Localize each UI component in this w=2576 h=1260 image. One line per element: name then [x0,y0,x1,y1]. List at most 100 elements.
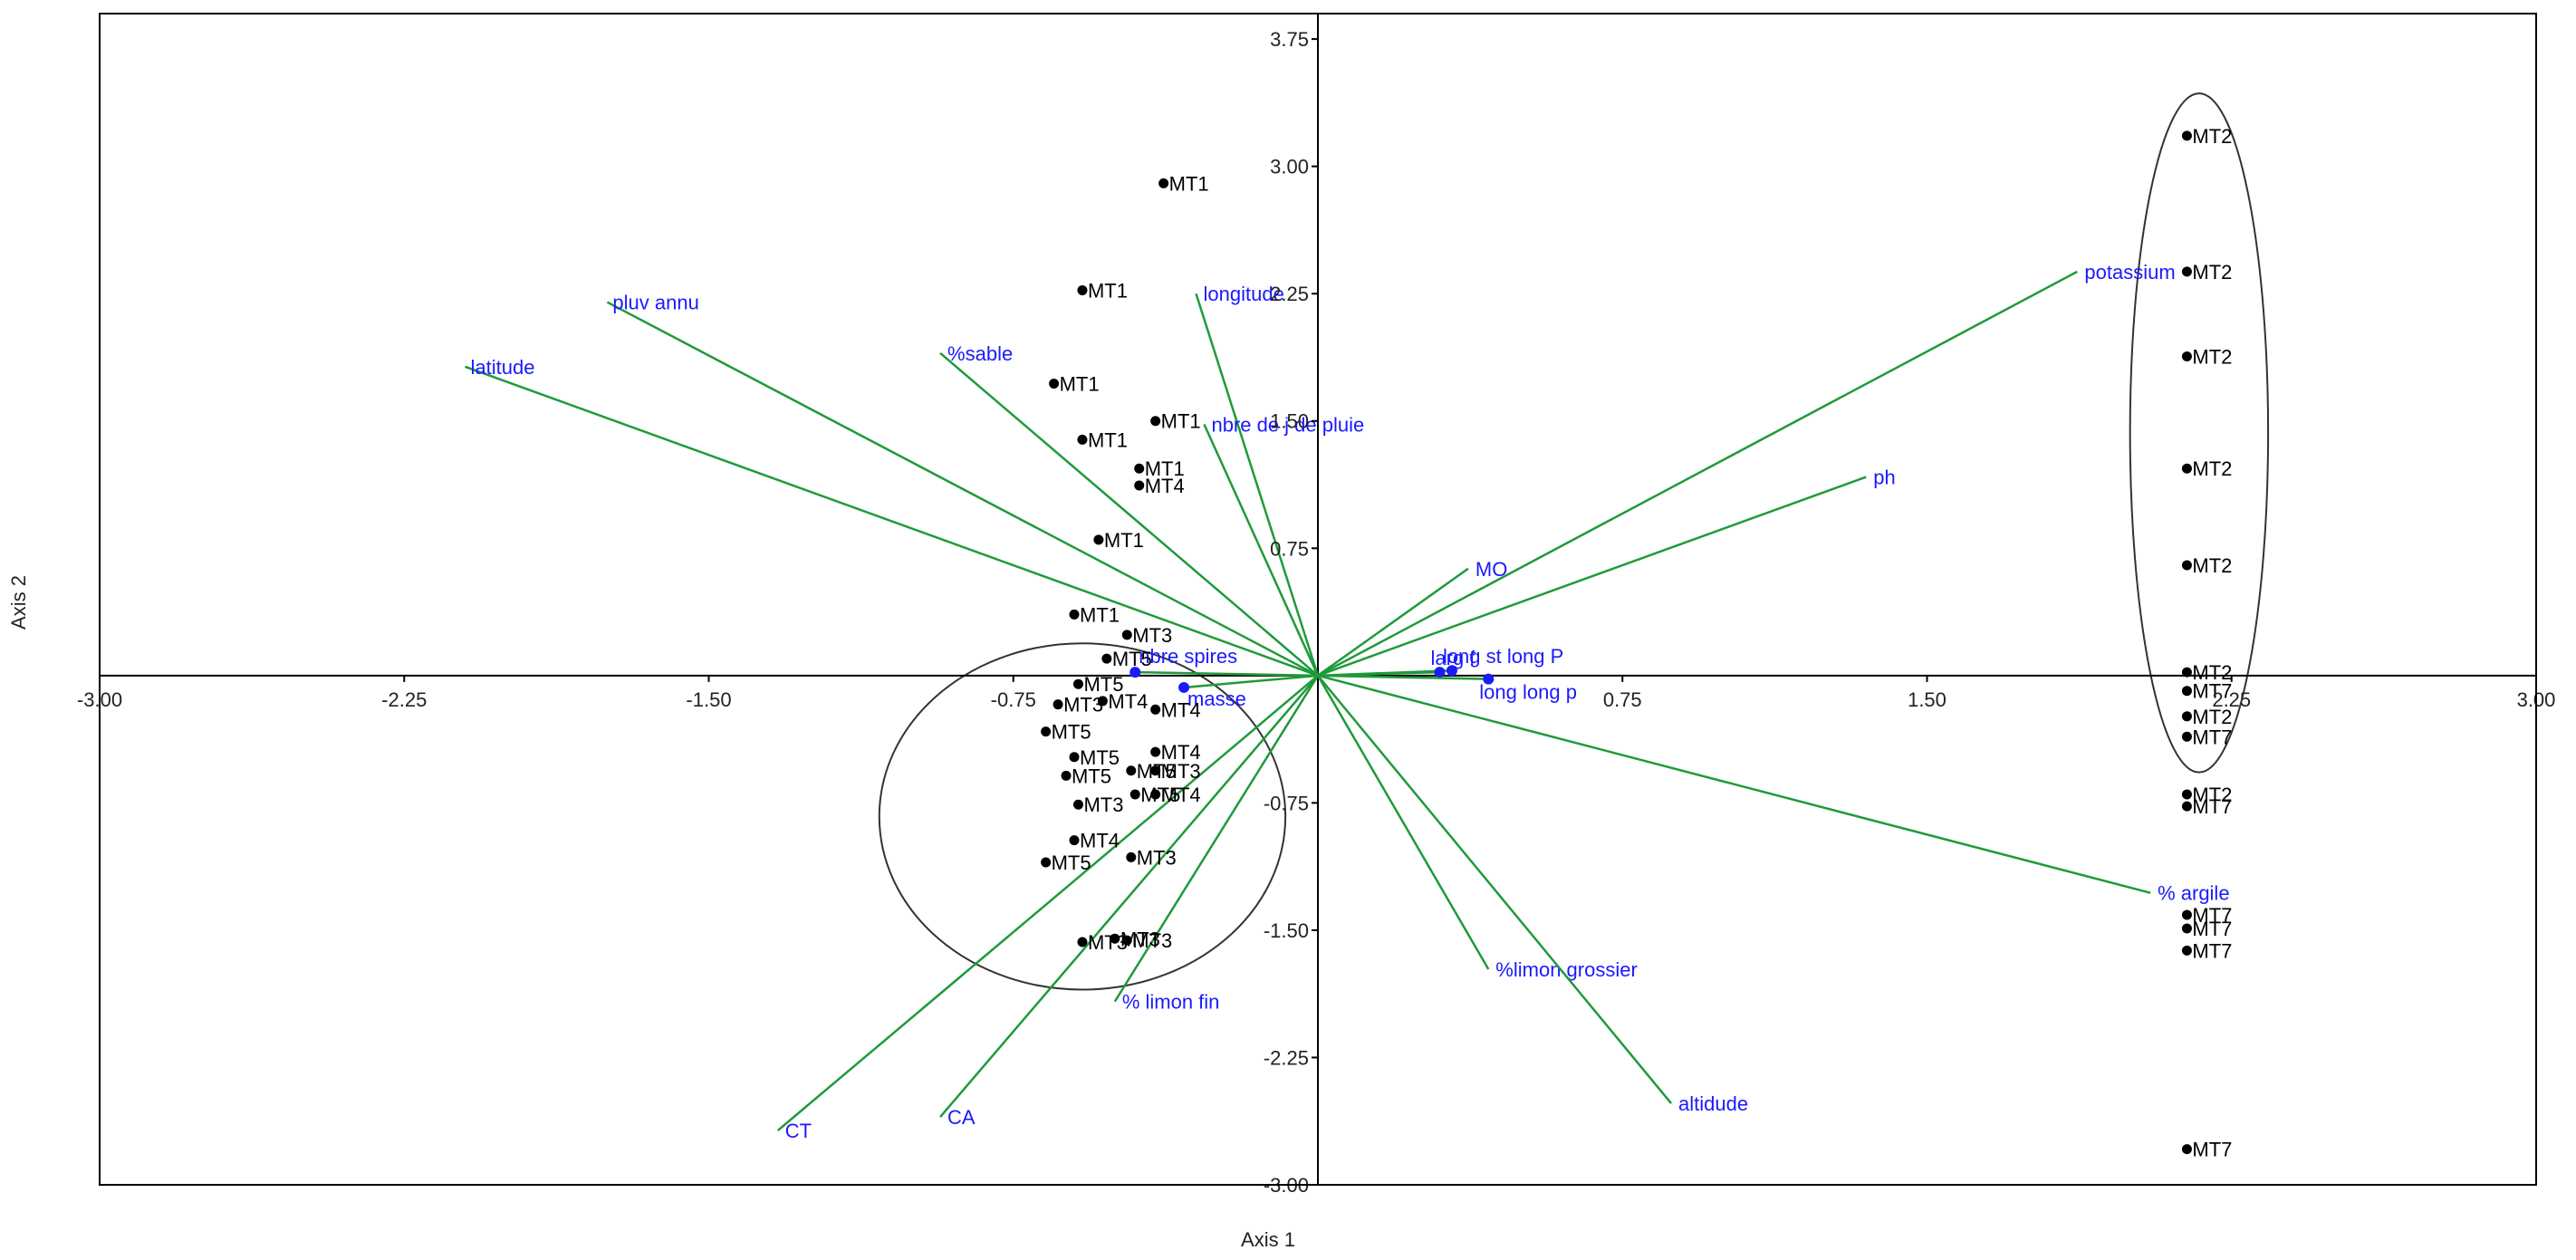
site-point [2181,1144,2192,1155]
site-point [2181,686,2192,697]
site-point [1041,857,1052,868]
cluster-ellipse [2129,92,2270,774]
site-point-label: MT4 [1108,690,1148,713]
site-point-label: MT5 [1052,721,1091,744]
y-axis-title: Axis 2 [7,575,30,630]
site-point [1077,284,1088,295]
cluster-ellipse [878,642,1287,991]
x-tick-label: 2.25 [2212,688,2251,711]
vector-label: pluv annu [612,292,698,314]
site-point [2181,789,2192,800]
vectors-layer: pluv annu latitude %sable longitude nbre de … [465,261,2230,1142]
y-tick-label: 3.75 [1270,28,1309,51]
site-point [1101,653,1112,664]
site-point-label: MT1 [1088,279,1128,302]
site-point-label: MT4 [1080,830,1120,852]
vector-line [1183,674,1319,689]
y-tick-label: 0.75 [1270,537,1309,560]
x-tick-label: 0.75 [1603,688,1642,711]
vector-label: latitude [471,356,535,379]
vector-line [465,365,1319,678]
site-point-label: MT7 [2192,795,2232,818]
vector-label: long long p [1479,681,1577,704]
site-point-label: MT2 [2192,261,2232,284]
vector-label: nbre de j de pluie [1211,413,1364,436]
site-point [1077,937,1088,947]
vector-label: CA [947,1106,976,1129]
vector-label: long st long P [1443,645,1563,668]
vector-label: CT [785,1120,812,1142]
site-point [2181,711,2192,722]
site-point [1134,463,1145,474]
site-point [2181,731,2192,742]
vector-line [1203,423,1320,677]
vector-tip [1446,665,1457,677]
site-point [1150,416,1161,427]
site-point [1049,379,1060,390]
site-point-label: MT5 [1052,851,1091,874]
vector-label: altidude [1678,1092,1748,1115]
site-point [1134,480,1145,491]
site-point [1150,765,1161,776]
y-tick-label: -1.50 [1264,919,1309,942]
site-point-label: MT4 [1145,475,1185,497]
site-point-label: MT7 [2192,680,2232,703]
site-point-label: MT3 [1088,931,1128,954]
site-point [1121,935,1132,946]
site-point-label: MT1 [1088,428,1128,451]
site-point-label: MT2 [2192,125,2232,148]
site-point [1072,799,1083,810]
site-point [1069,609,1080,620]
site-point-label: MT7 [2192,726,2232,748]
site-point [1129,789,1140,800]
site-point [2181,909,2192,920]
site-point [1077,434,1088,445]
vector-label: %sable [947,342,1013,365]
site-point [1061,770,1072,781]
vector-line [1135,670,1319,678]
ticks-layer: -3.00 -2.25 -1.50 -0.75 0.75 1.50 2.25 3.003.75… [77,28,2555,1197]
vector-line [1317,270,2078,677]
site-point-label: MT4 [1161,784,1201,806]
site-point [2181,130,2192,141]
site-point-label: MT7 [2192,1139,2232,1161]
vector-line [606,301,1319,677]
site-point-label: MT3 [1137,846,1177,869]
site-point-label: MT1 [1080,603,1120,626]
vector-label: % argile [2158,882,2229,905]
vector-line [1317,674,1489,680]
x-tick-label: -0.75 [991,688,1036,711]
site-point-label: MT2 [2192,661,2232,684]
y-tick-label: 3.00 [1270,156,1309,178]
vector-line [1317,674,2151,894]
ellipses-layer [878,92,2270,991]
site-point-label: MT2 [2192,346,2232,369]
site-point [2181,463,2192,474]
site-point [2181,351,2192,362]
vector-tip [1129,667,1141,678]
site-point-label: MT5 [1083,673,1123,696]
vector-line [1195,293,1320,677]
y-tick-label: -0.75 [1264,792,1309,814]
site-point-label: MT2 [2192,457,2232,480]
site-point-label: MT7 [2192,939,2232,962]
site-point [2181,945,2192,956]
site-point-label: MT5 [1140,784,1180,806]
site-point-label: MT2 [2192,706,2232,728]
x-tick-label: -2.25 [381,688,427,711]
site-point-label: MT7 [2192,904,2232,927]
site-point [1069,835,1080,846]
site-point-label: MT1 [1169,172,1209,195]
site-point [2181,801,2192,812]
site-point-label: MT5 [1080,746,1120,769]
vector-line [1317,567,1469,677]
x-axis-title: Axis 1 [1241,1228,1295,1251]
vector-line [939,675,1319,1118]
site-point-label: MT1 [1145,457,1185,480]
site-point-label: MT3 [1161,760,1201,783]
site-point-label: MT7 [2192,918,2232,940]
y-tick-label: -2.25 [1264,1046,1309,1069]
plot-frame [99,13,2537,1186]
site-point [1069,752,1080,763]
